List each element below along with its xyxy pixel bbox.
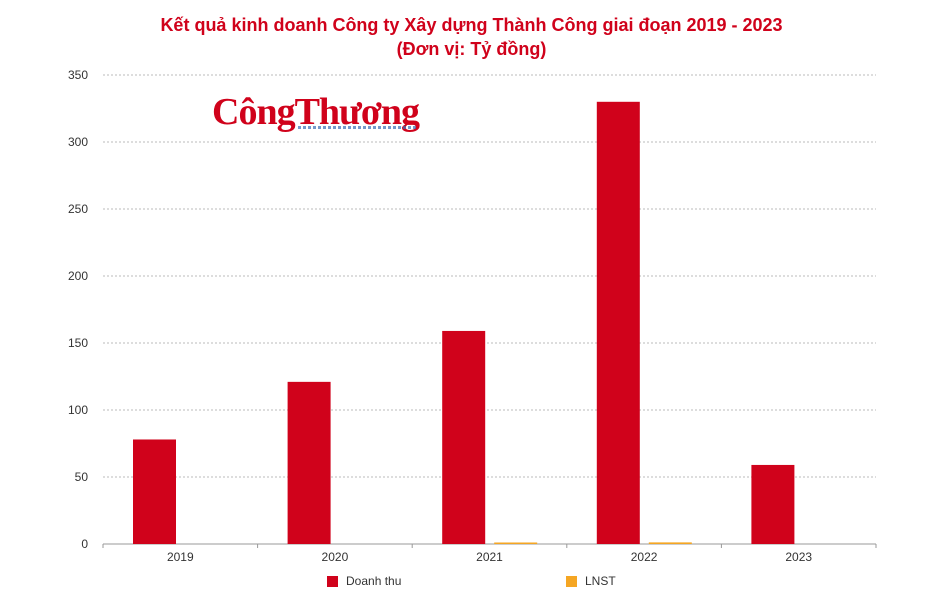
cong-thuong-logo: CôngThương [212,91,420,138]
legend-swatch-doanh-thu [327,575,338,587]
legend-item-doanh-thu[interactable]: Doanh thu [327,574,401,588]
bar-lnst-2021 [494,542,538,544]
bar-doanh-thu-2022 [596,101,640,545]
y-tick-label: 200 [68,269,88,283]
chart-title: Kết quả kinh doanh Công ty Xây dựng Thàn… [160,15,783,35]
y-tick-label: 350 [68,68,88,82]
bar-doanh-thu-2020 [287,381,331,544]
chart-subtitle: (Đơn vị: Tỷ đồng) [396,39,547,59]
y-tick-label: 300 [68,135,88,149]
y-tick-label: 100 [68,403,88,417]
x-tick-label: 2021 [476,550,503,564]
bar-doanh-thu-2021 [442,330,486,544]
y-tick-label: 0 [81,537,88,551]
y-tick-label: 150 [68,336,88,350]
legend-item-lnst[interactable]: LNST [566,574,616,588]
y-tick-label: 50 [75,470,89,484]
x-tick-label: 2019 [167,550,194,564]
y-tick-label: 250 [68,202,88,216]
legend-label-doanh-thu: Doanh thu [346,574,402,588]
bar-doanh-thu-2019 [133,439,176,544]
x-tick-label: 2023 [785,550,812,564]
logo-tagline-mark [298,126,416,129]
bar-doanh-thu-2023 [751,464,795,544]
bar-lnst-2022 [648,542,692,544]
legend-label-lnst: LNST [585,574,616,588]
legend-swatch-lnst [566,575,577,587]
x-tick-label: 2020 [322,550,349,564]
x-tick-label: 2022 [631,550,658,564]
logo-text: CôngThương [212,91,420,133]
